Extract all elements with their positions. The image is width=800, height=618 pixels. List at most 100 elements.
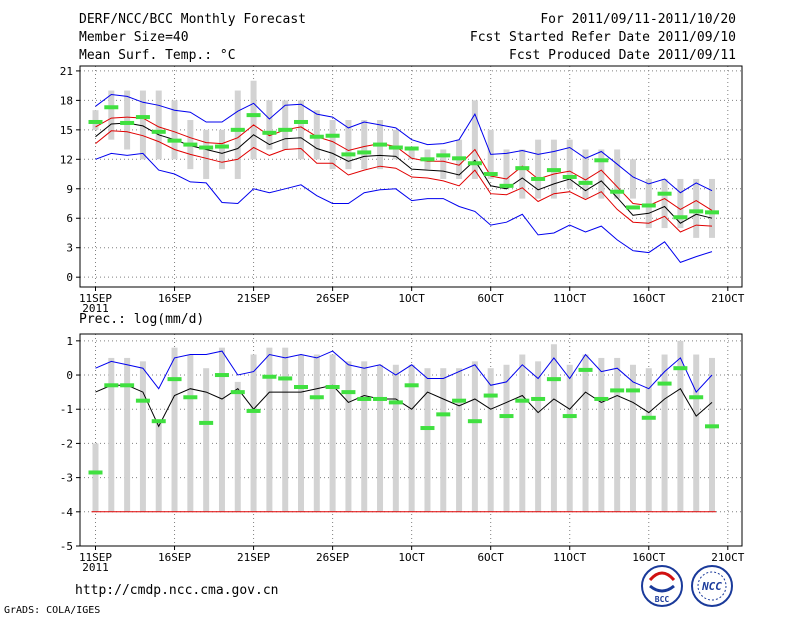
- mean-marker: [230, 127, 245, 132]
- range-bar: [471, 100, 478, 179]
- range-bar: [566, 139, 573, 189]
- range-bar: [440, 368, 447, 512]
- range-bar: [408, 149, 415, 160]
- range-bar: [139, 361, 146, 512]
- mean-marker: [625, 388, 640, 393]
- mean-marker: [436, 412, 451, 417]
- envelope-upper-line: [95, 350, 713, 393]
- mean-marker: [120, 383, 135, 388]
- median-line: [95, 384, 713, 428]
- mean-marker: [657, 381, 672, 386]
- y-tick-label: 3: [66, 242, 73, 255]
- mean-marker: [135, 398, 150, 403]
- range-bar: [361, 361, 368, 512]
- mean-marker: [88, 119, 103, 124]
- range-bar: [266, 347, 273, 512]
- range-bar: [709, 178, 715, 238]
- source-url[interactable]: http://cmdp.ncc.cma.gov.cn: [75, 583, 279, 598]
- mean-marker: [420, 426, 435, 431]
- member-size: Member Size=40: [79, 30, 189, 45]
- mean-marker: [167, 138, 182, 143]
- x-tick-label: 26SEP: [316, 551, 349, 564]
- x-tick-label: 16OCT: [632, 551, 665, 564]
- y-tick-label: -2: [60, 437, 73, 450]
- x-tick-label: 21SEP: [237, 292, 270, 305]
- mean-marker: [183, 142, 198, 147]
- range-bar: [582, 354, 589, 512]
- mean-marker: [404, 146, 419, 151]
- mean-marker: [578, 180, 593, 185]
- range-bar: [171, 100, 178, 160]
- x-tick-label: 26SEP: [316, 292, 349, 305]
- mean-marker: [246, 408, 261, 413]
- mean-marker: [673, 366, 688, 371]
- mean-marker: [230, 390, 245, 395]
- mean-marker: [625, 205, 640, 210]
- range-bar: [582, 149, 589, 199]
- x-tick-label: 11OCT: [553, 292, 586, 305]
- mean-marker: [151, 419, 166, 424]
- mean-marker: [294, 119, 308, 124]
- range-bar: [471, 361, 478, 512]
- mean-marker: [689, 209, 704, 214]
- mean-marker: [610, 189, 625, 194]
- y-tick-label: 1: [66, 335, 73, 348]
- mean-marker: [483, 172, 498, 177]
- y-tick-label: 0: [66, 271, 73, 284]
- y-tick-label: -1: [60, 403, 73, 416]
- range-bar: [313, 354, 320, 512]
- forecast-period: For 2011/09/11-2011/10/20: [540, 12, 736, 27]
- mean-marker: [151, 129, 166, 134]
- range-bar: [661, 354, 668, 512]
- range-bar: [392, 364, 399, 512]
- range-bar: [250, 80, 257, 160]
- mean-marker: [515, 398, 530, 403]
- range-bar: [614, 357, 621, 512]
- mean-marker: [294, 385, 308, 389]
- range-bar: [487, 368, 494, 512]
- precip-panel-title: Prec.: log(mm/d): [79, 312, 205, 327]
- mean-marker: [578, 367, 593, 372]
- envelope-lower-line: [95, 152, 713, 263]
- x-tick-label: 6OCT: [477, 551, 504, 564]
- mean-marker: [689, 395, 704, 400]
- mean-marker: [262, 374, 277, 379]
- median-line: [95, 122, 713, 224]
- mean-marker: [705, 210, 719, 215]
- range-bar: [234, 90, 241, 179]
- mean-marker: [641, 203, 656, 208]
- x-tick-label: 11SEP: [79, 292, 112, 305]
- mean-marker: [673, 215, 688, 220]
- range-bar: [677, 178, 684, 229]
- range-bar: [535, 361, 542, 512]
- range-bar: [629, 159, 636, 199]
- mean-marker: [278, 127, 293, 132]
- x-tick-label: 1OCT: [398, 551, 425, 564]
- x-tick-label: 16SEP: [158, 292, 191, 305]
- range-bar: [661, 178, 668, 229]
- mean-marker: [499, 414, 514, 419]
- mean-marker: [341, 152, 356, 157]
- y-tick-label: 21: [60, 65, 73, 78]
- mean-marker: [515, 166, 530, 171]
- x-tick-label: 21SEP: [237, 551, 270, 564]
- range-bar: [709, 357, 715, 512]
- range-bar: [440, 149, 447, 179]
- mean-marker: [357, 396, 372, 401]
- mean-marker: [199, 145, 214, 150]
- mean-marker: [610, 388, 625, 393]
- mean-marker: [436, 153, 451, 158]
- y-tick-label: -4: [60, 506, 74, 519]
- mean-marker: [325, 133, 340, 138]
- range-bar: [345, 120, 352, 170]
- mean-marker: [199, 420, 214, 425]
- range-bar: [408, 364, 415, 512]
- range-bar: [361, 120, 368, 170]
- x-tick-label: 21OCT: [711, 292, 744, 305]
- chart-title: DERF/NCC/BCC Monthly Forecast: [79, 12, 306, 27]
- mean-marker: [420, 157, 435, 162]
- range-bar: [187, 354, 194, 512]
- range-bar: [124, 357, 131, 512]
